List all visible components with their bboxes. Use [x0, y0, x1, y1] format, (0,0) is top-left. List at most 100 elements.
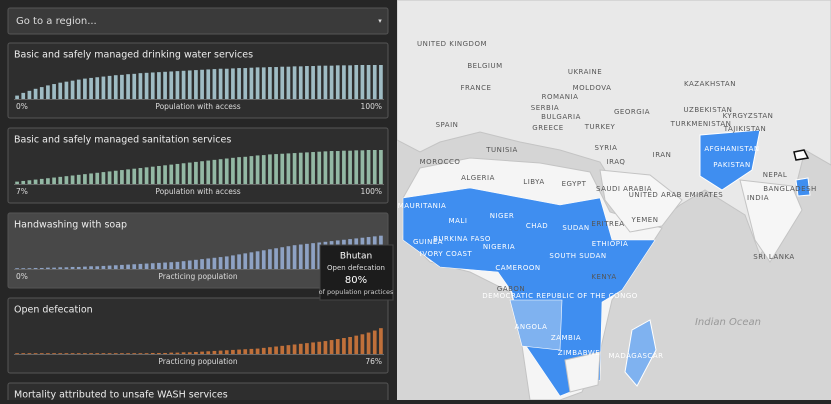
country-bar[interactable] [360, 334, 365, 354]
country-bar[interactable] [169, 262, 174, 269]
country-bar[interactable] [261, 347, 266, 354]
country-bar[interactable] [187, 260, 192, 270]
country-bar[interactable] [200, 259, 204, 269]
country-bar[interactable] [64, 267, 69, 269]
country-bar[interactable] [138, 73, 143, 99]
country-bar[interactable] [323, 65, 328, 99]
country-bar[interactable] [379, 150, 383, 184]
country-bar[interactable] [95, 172, 100, 184]
country-bar[interactable] [83, 353, 87, 354]
country-bar[interactable] [360, 150, 365, 184]
country-bar[interactable] [187, 70, 192, 99]
region[interactable] [509, 299, 563, 351]
country-bar[interactable] [224, 256, 229, 269]
country-bar[interactable] [329, 151, 334, 184]
country-bar[interactable] [305, 66, 309, 99]
country-bar[interactable] [286, 153, 291, 184]
country-bar[interactable] [280, 345, 285, 354]
country-bar[interactable] [132, 73, 137, 99]
country-bar[interactable] [76, 174, 81, 184]
country-bar[interactable] [200, 351, 204, 354]
country-bar[interactable] [89, 77, 93, 99]
country-bar[interactable] [169, 352, 174, 354]
country-bar[interactable] [89, 353, 93, 354]
country-bar[interactable] [243, 68, 248, 99]
country-bar[interactable] [292, 66, 297, 99]
country-bar[interactable] [27, 353, 32, 354]
country-bar[interactable] [292, 153, 297, 184]
country-bar[interactable] [348, 65, 352, 99]
country-bar[interactable] [46, 353, 50, 354]
country-bar[interactable] [274, 67, 278, 99]
country-bar[interactable] [243, 349, 248, 354]
country-bar[interactable] [268, 249, 272, 269]
country-bar[interactable] [243, 253, 248, 269]
country-bar[interactable] [305, 152, 309, 184]
country-bar[interactable] [132, 168, 137, 184]
country-bar[interactable] [64, 353, 69, 354]
country-bar[interactable] [311, 342, 315, 354]
country-bar[interactable] [224, 68, 229, 99]
country-bar[interactable] [249, 252, 254, 269]
country-bar[interactable] [360, 65, 365, 99]
country-bar[interactable] [231, 255, 235, 269]
country-bar[interactable] [144, 353, 149, 354]
bangladesh[interactable] [795, 177, 811, 197]
country-bar[interactable] [237, 68, 241, 99]
country-bar[interactable] [249, 348, 254, 354]
country-bar[interactable] [113, 170, 118, 184]
country-bar[interactable] [237, 349, 241, 354]
country-bar[interactable] [107, 265, 112, 269]
country-bar[interactable] [89, 173, 93, 184]
country-bar[interactable] [76, 79, 81, 99]
country-bar[interactable] [218, 68, 223, 99]
country-bar[interactable] [194, 351, 198, 354]
country-bar[interactable] [335, 339, 340, 354]
country-bar[interactable] [39, 267, 44, 269]
region-dropdown[interactable] [7, 7, 389, 35]
country-bar[interactable] [107, 171, 112, 184]
country-bar[interactable] [21, 353, 26, 354]
country-bar[interactable] [194, 259, 198, 269]
country-bar[interactable] [181, 261, 186, 269]
country-bar[interactable] [342, 338, 346, 354]
country-bar[interactable] [298, 152, 303, 184]
country-bar[interactable] [76, 266, 81, 269]
country-bar[interactable] [218, 159, 223, 184]
country-bar[interactable] [212, 69, 217, 99]
country-bar[interactable] [342, 150, 346, 184]
country-bar[interactable] [150, 72, 155, 99]
country-bar[interactable] [101, 172, 106, 184]
country-bar[interactable] [323, 341, 328, 354]
country-bar[interactable] [150, 352, 155, 354]
country-bar[interactable] [354, 150, 359, 184]
country-bar[interactable] [157, 352, 161, 354]
country-bar[interactable] [33, 179, 38, 184]
country-bar[interactable] [27, 180, 32, 184]
country-bar[interactable] [83, 174, 87, 184]
afghanistan-pakistan[interactable] [699, 129, 761, 191]
country-bar[interactable] [268, 154, 272, 184]
country-bar[interactable] [348, 150, 352, 184]
country-bar[interactable] [261, 155, 266, 184]
country-bar[interactable] [249, 156, 254, 184]
country-bar[interactable] [298, 66, 303, 99]
country-bar[interactable] [52, 84, 56, 99]
country-bar[interactable] [113, 265, 118, 269]
country-bar[interactable] [255, 348, 260, 354]
country-bar[interactable] [231, 349, 235, 354]
country-bar[interactable] [255, 251, 260, 269]
country-bar[interactable] [120, 353, 124, 354]
country-bar[interactable] [107, 75, 112, 99]
country-bar[interactable] [113, 75, 118, 99]
country-bar[interactable] [157, 72, 161, 99]
country-bar[interactable] [101, 265, 106, 269]
country-bar[interactable] [52, 353, 56, 354]
country-bar[interactable] [187, 352, 192, 354]
country-bar[interactable] [379, 328, 383, 354]
country-bar[interactable] [212, 257, 217, 269]
country-bar[interactable] [27, 268, 32, 269]
country-bar[interactable] [317, 341, 322, 354]
country-bar[interactable] [237, 157, 241, 184]
country-bar[interactable] [58, 267, 63, 269]
